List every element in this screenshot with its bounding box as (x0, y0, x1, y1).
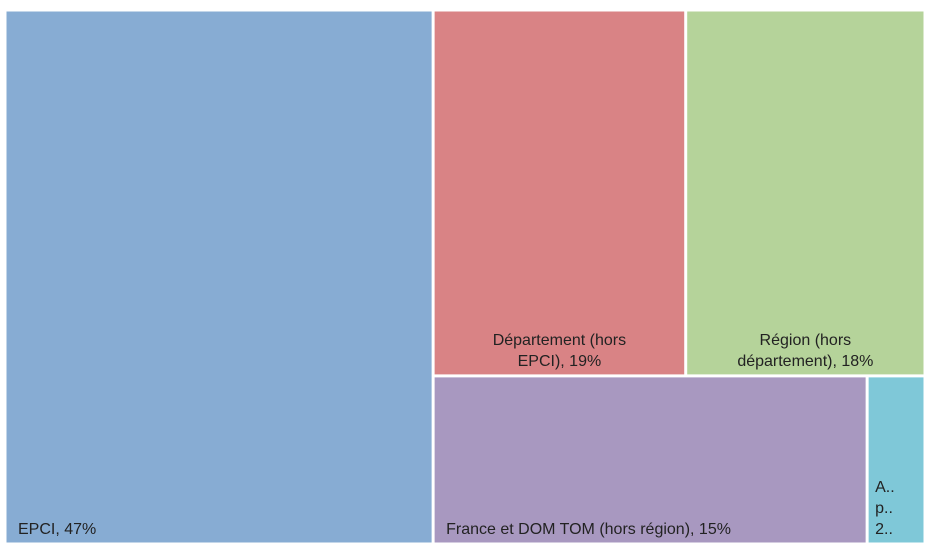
cell-label: A.. (875, 479, 895, 496)
cell-label: p.. (875, 500, 893, 517)
treemap-cell (868, 377, 924, 543)
treemap-cell (687, 11, 924, 375)
cell-label: France et DOM TOM (hors région), 15% (446, 521, 731, 538)
cell-label: 2.. (875, 521, 893, 538)
cell-label: EPCI), 19% (518, 353, 602, 370)
cell-label: département), 18% (737, 353, 873, 370)
treemap-cell (434, 377, 866, 543)
cell-label: Région (hors (760, 332, 852, 349)
cell-label: EPCI, 47% (18, 521, 96, 538)
treemap-cell (434, 11, 685, 375)
cell-label: Département (hors (493, 332, 626, 349)
treemap-cell (6, 11, 432, 543)
